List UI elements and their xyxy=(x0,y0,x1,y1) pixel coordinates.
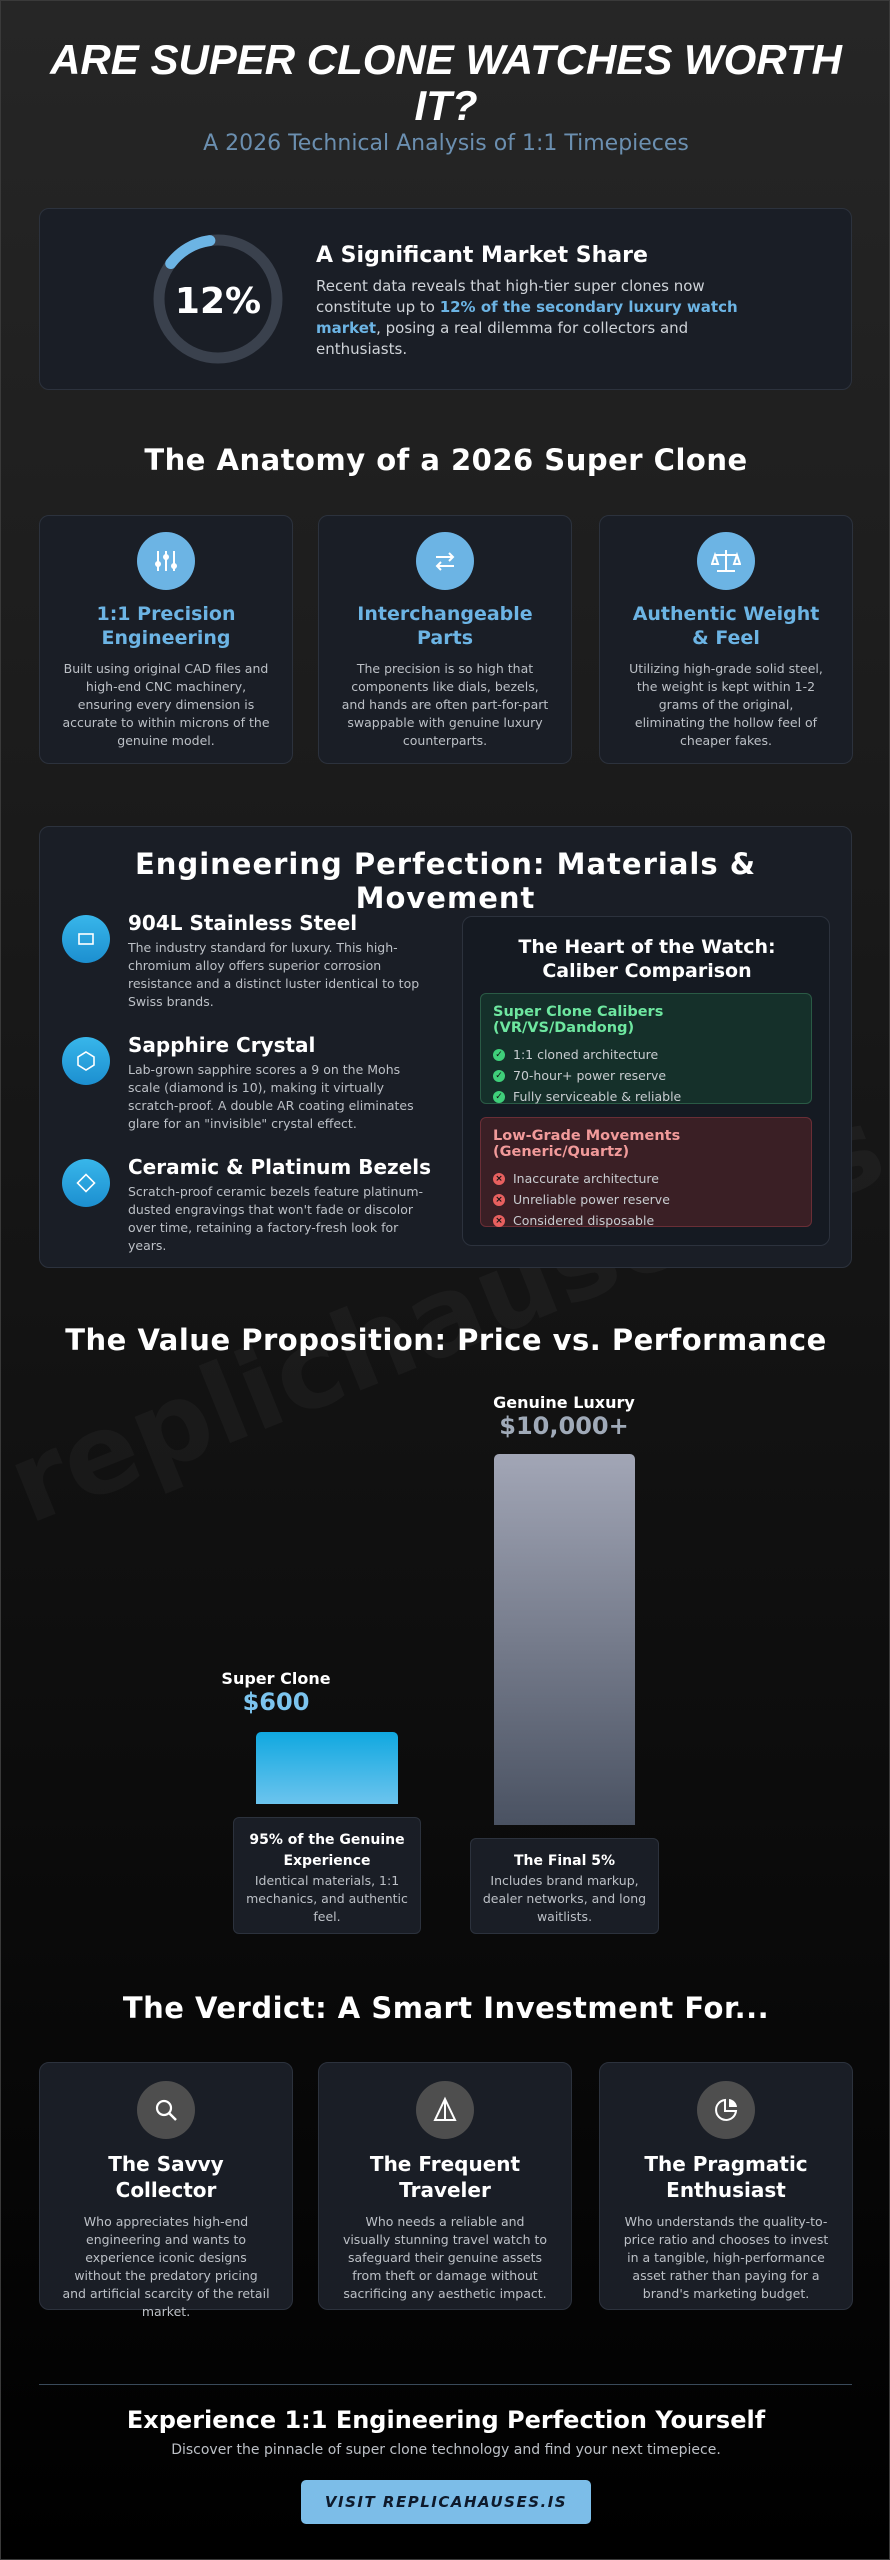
icon xyxy=(62,1159,110,1207)
bullet: ✓ xyxy=(493,1069,505,1082)
divider xyxy=(39,2384,852,2385)
feature: Ceramic & Platinum Bezels Scratch-proof c… xyxy=(128,1155,433,1255)
card-text: Utilizing high-grade solid steel, the we… xyxy=(629,661,823,748)
card-text: Built using original CAD files and high-… xyxy=(62,661,270,748)
caption-title: The Final 5% xyxy=(513,1853,616,1869)
feature-title: Sapphire Crystal xyxy=(128,1033,316,1057)
cta-heading: Experience 1:1 Engineering Perfection Yo… xyxy=(126,2406,766,2434)
card-title: The Savvy Collector xyxy=(108,2152,224,2202)
icon xyxy=(62,1037,110,1085)
market-text: Recent data reveals that high-tier super… xyxy=(316,276,756,360)
icon xyxy=(416,2081,474,2139)
section-heading: Engineering Perfection: Materials & Move… xyxy=(134,847,756,915)
bullet: ✓ xyxy=(493,1090,505,1103)
bullet: × xyxy=(493,1172,505,1185)
cta-button[interactable]: VISIT REPLICAHAUSES.IS xyxy=(301,2480,591,2524)
persona-card: The Savvy Collector Who appreciates high-… xyxy=(39,2062,293,2319)
feature-card: Interchangeable Parts The precision is so… xyxy=(318,515,572,764)
item-text: 1:1 cloned architecture xyxy=(513,1047,659,1062)
card-text: Who needs a reliable and visually stunni… xyxy=(342,2214,548,2301)
feature: Sapphire Crystal Lab-grown sapphire score… xyxy=(128,1033,433,1133)
feature-text: Scratch-proof ceramic bezels feature pla… xyxy=(128,1184,424,1253)
card-text: The precision is so high that components… xyxy=(341,661,549,748)
list-item: × Unreliable power reserve xyxy=(493,1189,799,1210)
card-title: The Pragmatic Enthusiast xyxy=(644,2152,808,2202)
caliber-heading: The Heart of the Watch: Caliber Comparis… xyxy=(518,936,776,982)
list-item: ✓ Fully serviceable & reliable xyxy=(493,1086,799,1107)
card-title: 1:1 Precision Engineering xyxy=(96,603,236,649)
donut xyxy=(153,234,283,364)
item-text: 70-hour+ power reserve xyxy=(513,1068,667,1083)
feature-card: 1:1 Precision Engineering Built using ori… xyxy=(39,515,293,764)
price: $10,000+ xyxy=(499,1412,629,1440)
caliber-panel: The Heart of the Watch: Caliber Comparis… xyxy=(462,916,830,1246)
good-box: Super Clone Calibers (VR/VS/Dandong) ✓ 1:… xyxy=(480,993,812,1104)
bullet: × xyxy=(493,1193,505,1206)
bar-label: Super Clone xyxy=(221,1669,331,1688)
bullet: ✓ xyxy=(493,1048,505,1061)
item-text: Fully serviceable & reliable xyxy=(513,1089,682,1104)
icon xyxy=(137,2081,195,2139)
caption: The Final 5% Includes brand markup, deal… xyxy=(470,1838,659,1934)
card-title: The Frequent Traveler xyxy=(369,2152,521,2202)
bar-label: Genuine Luxury xyxy=(493,1393,635,1412)
bullet: × xyxy=(493,1214,505,1227)
box-title: Low-Grade Movements (Generic/Quartz) xyxy=(493,1128,681,1160)
bad-box: Low-Grade Movements (Generic/Quartz) × In… xyxy=(480,1117,812,1228)
market-heading: A Significant Market Share xyxy=(316,243,648,268)
persona-card: The Pragmatic Enthusiast Who understands … xyxy=(599,2062,853,2310)
feature-icon xyxy=(62,915,110,963)
icon xyxy=(137,532,195,590)
card-text: Who understands the quality-to-price rat… xyxy=(623,2214,829,2301)
feature: 904L Stainless Steel The industry standar… xyxy=(128,911,433,1011)
price: $600 xyxy=(242,1688,310,1716)
subtitle: A 2026 Technical Analysis of 1:1 Timepie… xyxy=(203,131,689,156)
icon xyxy=(697,2081,755,2139)
feature-title: Ceramic & Platinum Bezels xyxy=(128,1155,431,1179)
caption: 95% of the Genuine Experience Identical … xyxy=(233,1817,421,1934)
feature-text: Lab-grown sapphire scores a 9 on the Moh… xyxy=(128,1062,414,1131)
list-item: ✓ 70-hour+ power reserve xyxy=(493,1065,799,1086)
market-share-card: 12% A Significant Market Share Recent da… xyxy=(39,208,852,390)
card-title: Interchangeable Parts xyxy=(357,603,533,649)
feature-icon xyxy=(62,1159,110,1207)
page-title: ARE SUPER CLONE WATCHES WORTH IT? xyxy=(50,36,842,129)
feature-icon xyxy=(62,1037,110,1085)
list-item: × Considered disposable xyxy=(493,1210,799,1231)
stat: 12% xyxy=(174,281,262,322)
feature-card: Authentic Weight & Feel Utilizing high-gr… xyxy=(599,515,853,764)
cta-text: Discover the pinnacle of super clone tec… xyxy=(171,2442,721,2458)
caption-title: 95% of the Genuine Experience xyxy=(249,1832,405,1869)
clone-bar xyxy=(256,1732,398,1804)
feature-title: 904L Stainless Steel xyxy=(128,911,358,935)
feature-text: The industry standard for luxury. This h… xyxy=(128,940,420,1009)
section-heading: The Verdict: A Smart Investment For... xyxy=(122,1991,770,2025)
icon xyxy=(416,532,474,590)
box-title: Super Clone Calibers (VR/VS/Dandong) xyxy=(493,1004,664,1036)
item-text: Considered disposable xyxy=(513,1213,655,1228)
list-item: × Inaccurate architecture xyxy=(493,1168,799,1189)
icon xyxy=(697,532,755,590)
section-heading: The Anatomy of a 2026 Super Clone xyxy=(144,443,748,477)
section-heading: The Value Proposition: Price vs. Perform… xyxy=(65,1323,827,1357)
list-item: ✓ 1:1 cloned architecture xyxy=(493,1044,799,1065)
genuine-bar xyxy=(494,1454,635,1825)
highlight: 12% of the secondary luxury watch market xyxy=(316,298,738,337)
caption-text: Identical materials, 1:1 mechanics, and … xyxy=(246,1873,408,1924)
engineering-card: Engineering Perfection: Materials & Move… xyxy=(39,826,852,1268)
item-text: Inaccurate architecture xyxy=(513,1171,659,1186)
icon xyxy=(62,915,110,963)
text: , posing a real dilemma for collectors a… xyxy=(316,319,689,358)
item-text: Unreliable power reserve xyxy=(513,1192,670,1207)
caption-text: Includes brand markup, dealer networks, … xyxy=(482,1873,647,1924)
card-text: Who appreciates high-end engineering and… xyxy=(62,2214,270,2319)
text: Recent data reveals that high-tier super… xyxy=(316,277,705,316)
persona-card: The Frequent Traveler Who needs a reliabl… xyxy=(318,2062,572,2310)
card-title: Authentic Weight & Feel xyxy=(632,603,820,649)
